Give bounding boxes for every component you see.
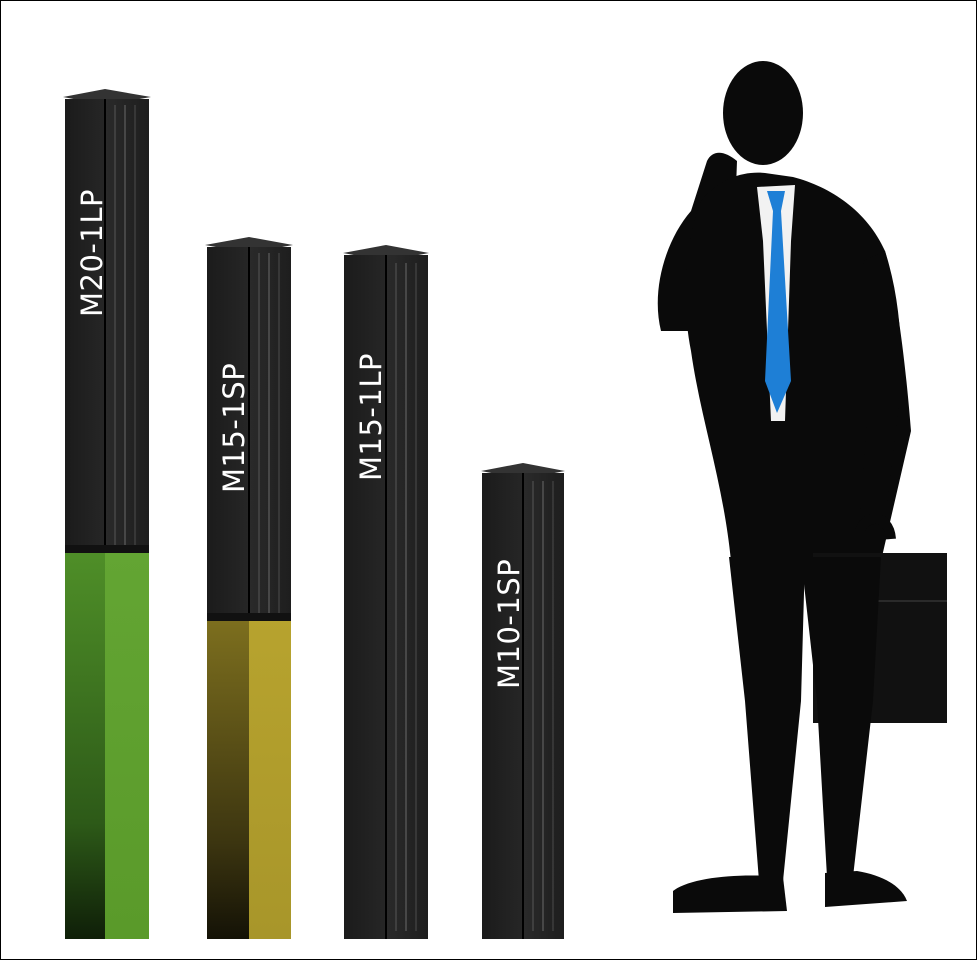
column-m20-1lp: M20-1LP <box>63 89 151 939</box>
column-m15-1lp: M15-1LP <box>343 245 429 939</box>
head <box>723 61 803 165</box>
column-left-face <box>344 255 386 939</box>
column-left-face <box>482 473 523 939</box>
right-shoe <box>825 871 907 907</box>
left-shoe <box>673 875 787 913</box>
column-label: M15-1SP <box>217 363 251 493</box>
left-leg <box>729 557 805 881</box>
briefcase-handle <box>854 513 896 540</box>
right-leg <box>801 557 881 877</box>
tie <box>765 191 791 413</box>
column-m10-1sp: M10-1SP <box>481 463 565 939</box>
lower-arm <box>859 251 901 529</box>
businessman-silhouette <box>657 61 947 913</box>
column-accent-left <box>207 619 249 939</box>
column-accent-left <box>65 551 105 939</box>
column-m15-1sp: M15-1SP <box>205 237 293 939</box>
column-right-face <box>386 255 428 939</box>
column-accent-right <box>249 619 291 939</box>
column-label: M10-1SP <box>492 559 526 689</box>
column-accent-right <box>105 551 149 939</box>
jacket <box>685 172 911 561</box>
column-label: M20-1LP <box>75 189 109 317</box>
column-label: M15-1LP <box>354 353 388 481</box>
